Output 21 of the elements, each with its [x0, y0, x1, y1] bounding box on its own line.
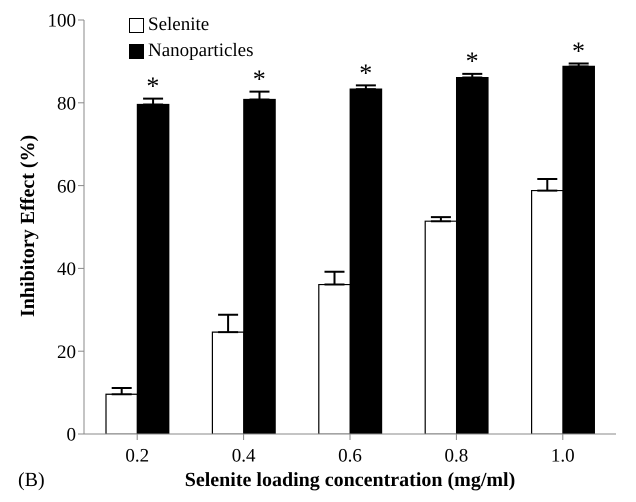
x-tick-label: 0.4 — [232, 445, 256, 466]
annotation: * — [252, 64, 266, 94]
y-tick-label: 0 — [66, 424, 76, 446]
annotation: * — [572, 36, 585, 66]
x-tick-label: 0.2 — [125, 445, 150, 466]
x-axis-title: Selenite loading concentration (mg/ml) — [184, 469, 516, 492]
legend-label: Nanoparticles — [148, 39, 254, 63]
legend-label: Selenite — [148, 13, 210, 37]
x-tick-label: 1.0 — [550, 445, 575, 466]
y-tick-label: 40 — [57, 259, 76, 280]
y-tick-label: 20 — [57, 342, 76, 363]
y-tick-label: 100 — [48, 10, 76, 32]
x-tick-label: 0.6 — [338, 445, 362, 466]
y-axis-title: Inhibitory Effect (%) — [17, 134, 40, 317]
y-tick-label: 80 — [57, 94, 76, 115]
annotation: * — [466, 46, 479, 76]
text: (B) — [18, 469, 45, 492]
annotation: * — [359, 58, 372, 88]
annotation: * — [146, 72, 160, 101]
x-tick-label: 0.8 — [444, 445, 468, 466]
y-tick-label: 60 — [57, 176, 76, 198]
